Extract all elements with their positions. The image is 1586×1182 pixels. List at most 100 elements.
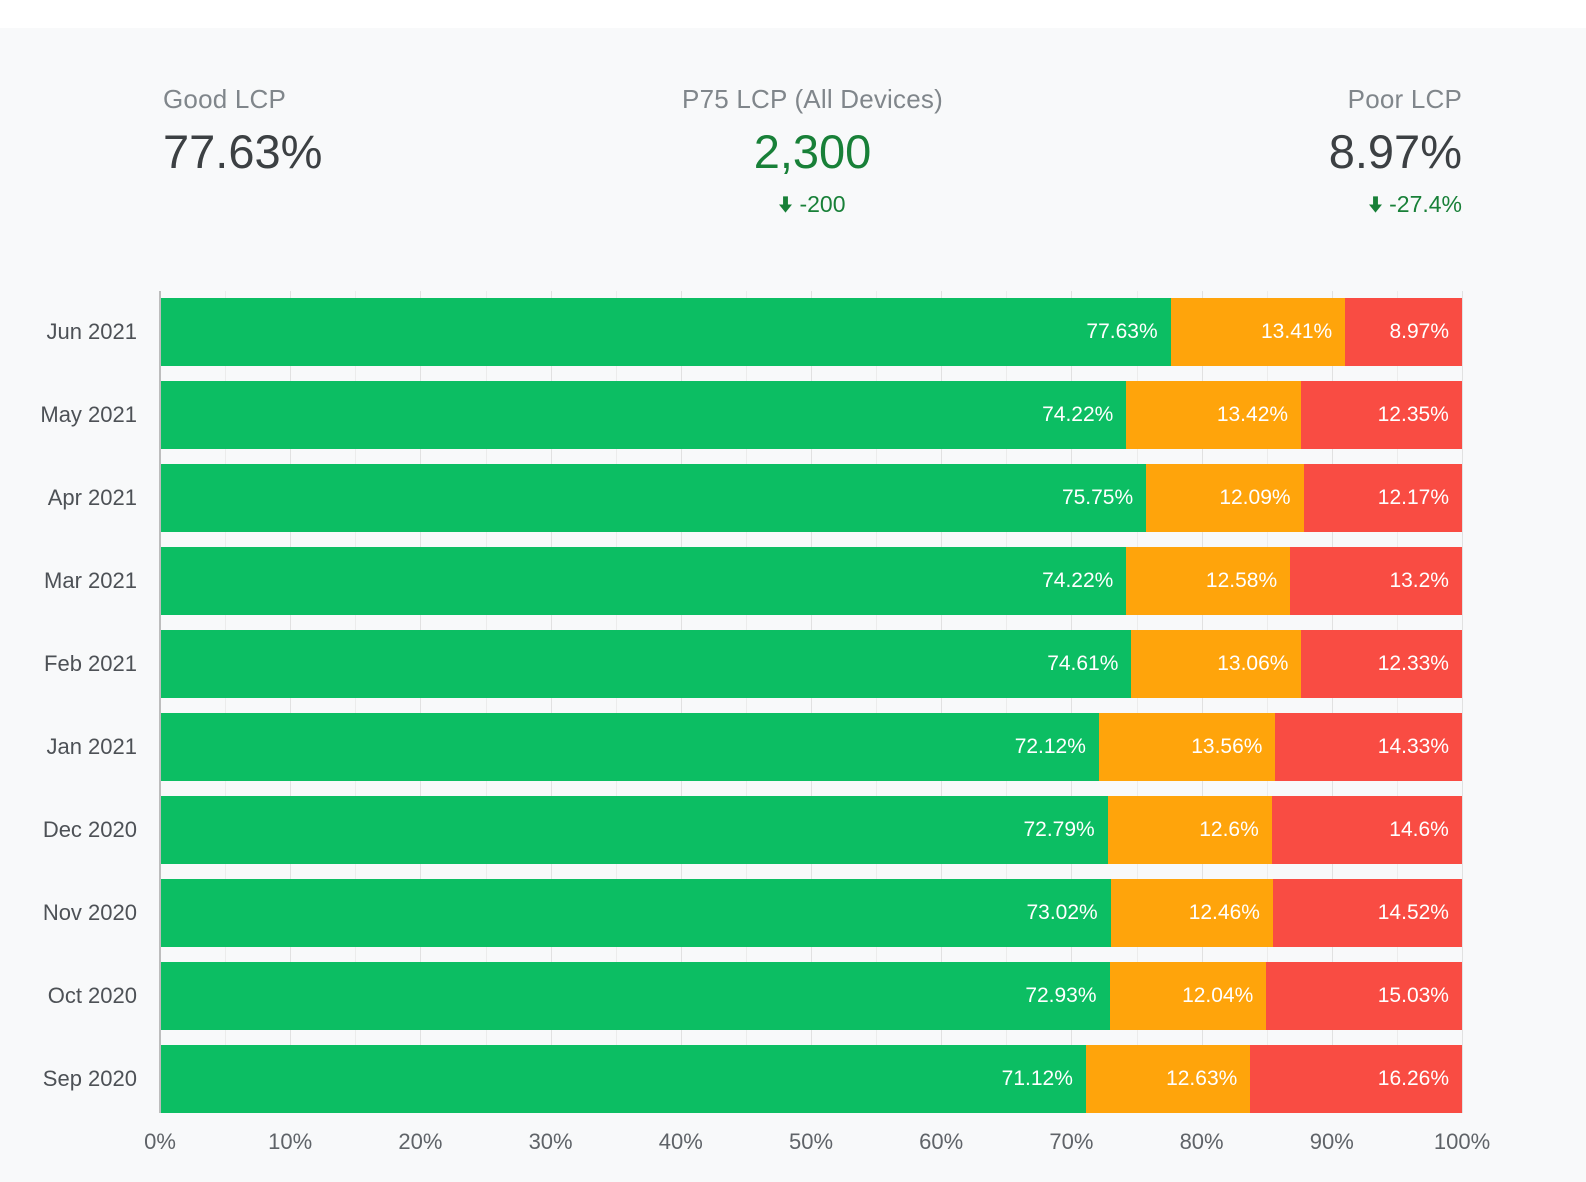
bar-value-label: 13.56%	[1191, 735, 1263, 759]
bar-value-label: 72.79%	[1023, 818, 1095, 842]
bar-segment-good[interactable]: 74.22%	[160, 381, 1127, 450]
bar-segment-needs-improvement[interactable]: 12.58%	[1126, 547, 1291, 616]
bar-segment-good[interactable]: 72.79%	[160, 796, 1108, 865]
chart-rows: Jun 2021 77.63% 13.41% 8.97% May 2021 74.22% 1…	[0, 298, 1462, 1114]
bar-value-label: 12.33%	[1377, 652, 1449, 676]
bar-value-label: 74.22%	[1042, 569, 1114, 593]
bar-segment-needs-improvement[interactable]: 12.63%	[1085, 1045, 1251, 1114]
bar-segment-needs-improvement[interactable]: 13.41%	[1170, 298, 1346, 367]
y-axis-line	[159, 291, 161, 1114]
x-axis-tick-label: 100%	[1433, 1129, 1491, 1155]
chart-row: Feb 2021 74.61% 13.06% 12.33%	[0, 630, 1462, 699]
bar-segment-poor[interactable]: 12.35%	[1301, 381, 1462, 450]
bar-segment-poor[interactable]: 14.52%	[1272, 879, 1462, 948]
poor-lcp-value: 8.97%	[1328, 125, 1462, 178]
x-axis-tick-label: 80%	[1179, 1129, 1224, 1155]
y-axis-label: Jan 2021	[46, 734, 137, 760]
bar-segment-poor[interactable]: 8.97%	[1345, 298, 1462, 367]
bar-value-label: 13.06%	[1217, 652, 1289, 676]
chart-row: Apr 2021 75.75% 12.09% 12.17%	[0, 464, 1462, 533]
bar-segment-needs-improvement[interactable]: 13.42%	[1126, 381, 1302, 450]
x-axis-tick-label: 30%	[528, 1129, 573, 1155]
bar-segment-good[interactable]: 74.61%	[160, 630, 1132, 699]
stacked-bar: 77.63% 13.41% 8.97%	[160, 298, 1462, 367]
stacked-bar: 74.22% 12.58% 13.2%	[160, 547, 1462, 616]
bar-segment-needs-improvement[interactable]: 12.04%	[1109, 962, 1267, 1031]
p75-lcp-value: 2,300	[753, 125, 872, 178]
lcp-stacked-bar-chart: Jun 2021 77.63% 13.41% 8.97% May 2021 74.22% 1…	[0, 291, 1490, 1159]
gridline	[811, 291, 812, 1114]
bar-segment-good[interactable]: 75.75%	[160, 464, 1147, 533]
gridline	[1462, 291, 1463, 1114]
bar-segment-good[interactable]: 74.22%	[160, 547, 1127, 616]
bar-segment-needs-improvement[interactable]: 12.09%	[1146, 464, 1304, 533]
bar-segment-needs-improvement[interactable]: 13.06%	[1131, 630, 1302, 699]
gridline	[941, 291, 943, 1114]
bar-value-label: 12.09%	[1219, 486, 1291, 510]
bar-value-label: 12.46%	[1188, 901, 1260, 925]
p75-lcp-delta-value: -200	[799, 191, 846, 218]
bar-value-label: 74.22%	[1042, 403, 1114, 427]
bar-value-label: 15.03%	[1377, 984, 1449, 1008]
bar-segment-poor[interactable]: 16.26%	[1250, 1045, 1462, 1114]
bar-value-label: 75.75%	[1061, 486, 1134, 510]
x-axis-tick-label: 10%	[268, 1129, 313, 1155]
bar-segment-good[interactable]: 77.63%	[160, 298, 1171, 367]
chart-row: Jan 2021 72.12% 13.56% 14.33%	[0, 713, 1462, 782]
y-axis-label: Nov 2020	[42, 900, 137, 926]
gridline	[876, 291, 878, 1114]
bar-value-label: 14.6%	[1389, 818, 1449, 842]
gridline	[1396, 291, 1398, 1114]
y-axis-label: Dec 2020	[42, 817, 137, 843]
gridline	[1266, 291, 1268, 1114]
gridline	[485, 291, 487, 1114]
good-lcp-label: Good LCP	[163, 84, 287, 114]
bar-value-label: 12.63%	[1166, 1067, 1238, 1091]
bar-value-label: 72.12%	[1014, 735, 1086, 759]
bar-segment-poor[interactable]: 14.33%	[1275, 713, 1462, 782]
bar-segment-good[interactable]: 72.93%	[160, 962, 1110, 1031]
bar-segment-poor[interactable]: 13.2%	[1290, 547, 1462, 616]
bar-segment-needs-improvement[interactable]: 12.46%	[1110, 879, 1273, 948]
bar-value-label: 13.41%	[1261, 320, 1333, 344]
x-axis: 0% 10% 20% 30% 40% 50% 60% 70% 80% 90% 100%	[144, 1129, 1490, 1159]
bar-segment-poor[interactable]: 12.33%	[1301, 630, 1462, 699]
chart-row: Sep 2020 71.12% 12.63% 16.26%	[0, 1045, 1462, 1114]
bar-segment-poor[interactable]: 12.17%	[1303, 464, 1462, 533]
y-axis-label: Sep 2020	[42, 1066, 137, 1092]
gridline	[550, 291, 552, 1114]
x-axis-tick-label: 40%	[658, 1129, 703, 1155]
gridline	[1006, 291, 1008, 1114]
plot-area: Jun 2021 77.63% 13.41% 8.97% May 2021 74.22% 1…	[0, 291, 1463, 1114]
bar-segment-good[interactable]: 72.12%	[160, 713, 1099, 782]
bar-segment-poor[interactable]: 15.03%	[1266, 962, 1462, 1031]
gridline	[225, 291, 227, 1114]
bar-segment-poor[interactable]: 14.6%	[1271, 796, 1462, 865]
y-axis-label: Feb 2021	[44, 651, 137, 677]
p75-lcp-delta: -200	[596, 191, 1029, 218]
gridline	[680, 291, 682, 1114]
bar-value-label: 13.42%	[1216, 403, 1289, 427]
bar-value-label: 77.63%	[1086, 320, 1158, 344]
gridline	[1201, 291, 1203, 1114]
x-axis-tick-label: 20%	[398, 1129, 443, 1155]
scorecard-good-lcp: Good LCP 77.63%	[163, 84, 596, 218]
bar-value-label: 72.93%	[1025, 984, 1097, 1008]
stacked-bar: 75.75% 12.09% 12.17%	[160, 464, 1462, 533]
good-lcp-value: 77.63%	[163, 125, 323, 178]
bar-segment-good[interactable]: 73.02%	[160, 879, 1111, 948]
y-axis-label: Mar 2021	[44, 568, 137, 594]
x-axis-tick-label: 50%	[788, 1129, 834, 1155]
y-axis-label: May 2021	[40, 402, 137, 428]
y-axis-label: Apr 2021	[47, 485, 137, 511]
bar-segment-needs-improvement[interactable]: 12.6%	[1107, 796, 1272, 865]
chart-row: Nov 2020 73.02% 12.46% 14.52%	[0, 879, 1462, 948]
poor-lcp-label: Poor LCP	[1347, 84, 1462, 114]
poor-lcp-delta: -27.4%	[1029, 191, 1462, 218]
stacked-bar: 72.79% 12.6% 14.6%	[160, 796, 1462, 865]
stacked-bar: 72.12% 13.56% 14.33%	[160, 713, 1462, 782]
bar-segment-good[interactable]: 71.12%	[160, 1045, 1086, 1114]
top-whitespace	[0, 0, 1586, 28]
lcp-dashboard: Good LCP 77.63% P75 LCP (All Devices) 2,…	[0, 28, 1586, 1159]
bar-segment-needs-improvement[interactable]: 13.56%	[1098, 713, 1276, 782]
